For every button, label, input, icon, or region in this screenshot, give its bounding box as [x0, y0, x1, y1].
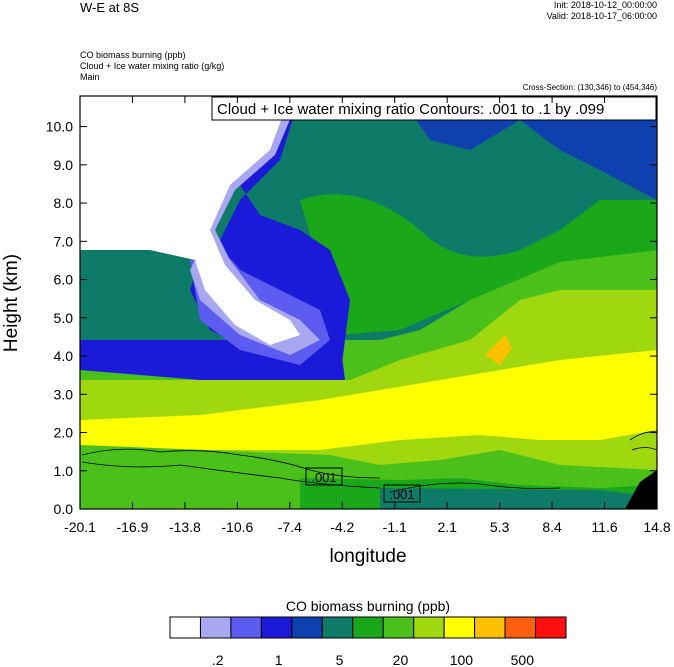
plot-frame: [79, 95, 658, 510]
colorbar-labels: .2 1 5 20 100 500: [212, 652, 534, 667]
y-axis: 0.0 1.0 2.0 3.0 4.0 5.0 6.0 7.0 8.0 9.0 10.0: [46, 119, 657, 517]
y-tick-label: 2.0: [54, 425, 74, 441]
colorbar-swatch: [291, 616, 323, 639]
valid-time: Valid: 2018-10-17_06:00:00: [546, 11, 657, 21]
field-label-co: CO biomass burning (ppb): [80, 50, 186, 60]
colorbar-swatch: [504, 616, 537, 639]
contour-info-label: Cloud + Ice water mixing ratio Contours:…: [217, 101, 604, 118]
cloud-contours: [81, 431, 657, 493]
y-axis-label: Height (km): [1, 254, 22, 352]
y-tick-label: 7.0: [54, 233, 74, 249]
colorbar-swatch: [321, 616, 354, 639]
colorbar-swatch: [199, 616, 232, 639]
field-band-orange: [485, 335, 512, 365]
x-tick-label: -10.6: [221, 519, 253, 535]
contour-line: [81, 448, 381, 479]
x-tick-label: 14.8: [643, 519, 670, 535]
co-field: [80, 96, 657, 509]
contour-label: .001: [311, 470, 336, 485]
colorbar-label: 500: [511, 652, 535, 667]
field-label-cloud: Cloud + Ice water mixing ratio (g/kg): [80, 61, 225, 71]
terrain: [625, 470, 657, 509]
contour-label-box: [383, 484, 421, 503]
contour-labels: .001 .001: [305, 467, 421, 503]
x-tick-label: -20.1: [64, 519, 96, 535]
y-tick-label: 9.0: [54, 157, 74, 173]
x-tick-label: -16.9: [116, 519, 148, 535]
colorbar-swatch: [352, 616, 384, 639]
y-tick-label: 1.0: [54, 463, 74, 479]
x-tick-label: -4.2: [330, 519, 354, 535]
x-tick-label: -7.4: [278, 519, 302, 535]
contour-label: .001: [389, 487, 414, 502]
y-tick-label: 3.0: [54, 386, 74, 402]
field-band-base-teal: [380, 488, 657, 509]
colorbar-swatch: [260, 616, 293, 639]
x-tick-label: -1.1: [383, 519, 407, 535]
field-labels: CO biomass burning (ppb) Cloud + Ice wat…: [80, 50, 224, 83]
colorbar-swatch: [169, 616, 201, 639]
x-tick-label: 5.3: [490, 519, 510, 535]
colorbar-swatch: [474, 616, 506, 639]
y-tick-label: 8.0: [54, 195, 74, 211]
x-tick-label: -13.8: [169, 519, 201, 535]
colorbar-label: 5: [336, 652, 344, 667]
y-tick-label: 6.0: [54, 272, 74, 288]
y-tick-label: 5.0: [54, 310, 74, 326]
contour-line: [389, 482, 561, 493]
contour-line: [629, 431, 657, 451]
y-tick-label: 0.0: [54, 501, 74, 517]
y-tick-label: 10.0: [46, 119, 73, 135]
field-band-yellow: [80, 350, 657, 450]
colorbar-label: 20: [393, 652, 409, 667]
colorbar-label: 1: [275, 652, 283, 667]
x-tick-label: 11.6: [591, 519, 617, 535]
field-band-white: [80, 96, 300, 345]
legend-title: CO biomass burning (ppb): [286, 598, 450, 614]
field-band-dark-blue: [80, 96, 657, 200]
colorbar: [169, 616, 567, 639]
colorbar-label: .2: [212, 652, 224, 667]
x-tick-label: 8.4: [542, 519, 562, 535]
y-tick-label: 4.0: [54, 348, 74, 364]
colorbar-swatch: [413, 616, 445, 639]
contour-label-box: [305, 467, 343, 486]
colorbar-swatch: [443, 616, 476, 639]
field-band-mid-green: [300, 194, 657, 335]
colorbar-swatch: [382, 616, 415, 639]
contour-info-box: [211, 96, 657, 121]
x-tick-label: 2.1: [437, 519, 457, 535]
init-time: Init: 2018-10-12_00:00:00: [553, 0, 657, 10]
colorbar-swatch: [535, 616, 567, 639]
cross-section-label: Cross-Section: (130,346) to (454,346): [522, 83, 657, 92]
contour-line: [81, 461, 381, 489]
x-axis-label: longitude: [329, 546, 406, 567]
x-axis: -20.1 -16.9 -13.8 -10.6 -7.4 -4.2 -1.1 2.1 5.3 8.…: [64, 96, 671, 535]
colorbar-swatch: [230, 616, 262, 639]
colorbar-label: 100: [450, 652, 474, 667]
time-info: Init: 2018-10-12_00:00:00 Valid: 2018-10…: [547, 0, 657, 22]
field-label-main: Main: [80, 72, 100, 82]
plot-title: W-E at 8S: [80, 0, 140, 15]
